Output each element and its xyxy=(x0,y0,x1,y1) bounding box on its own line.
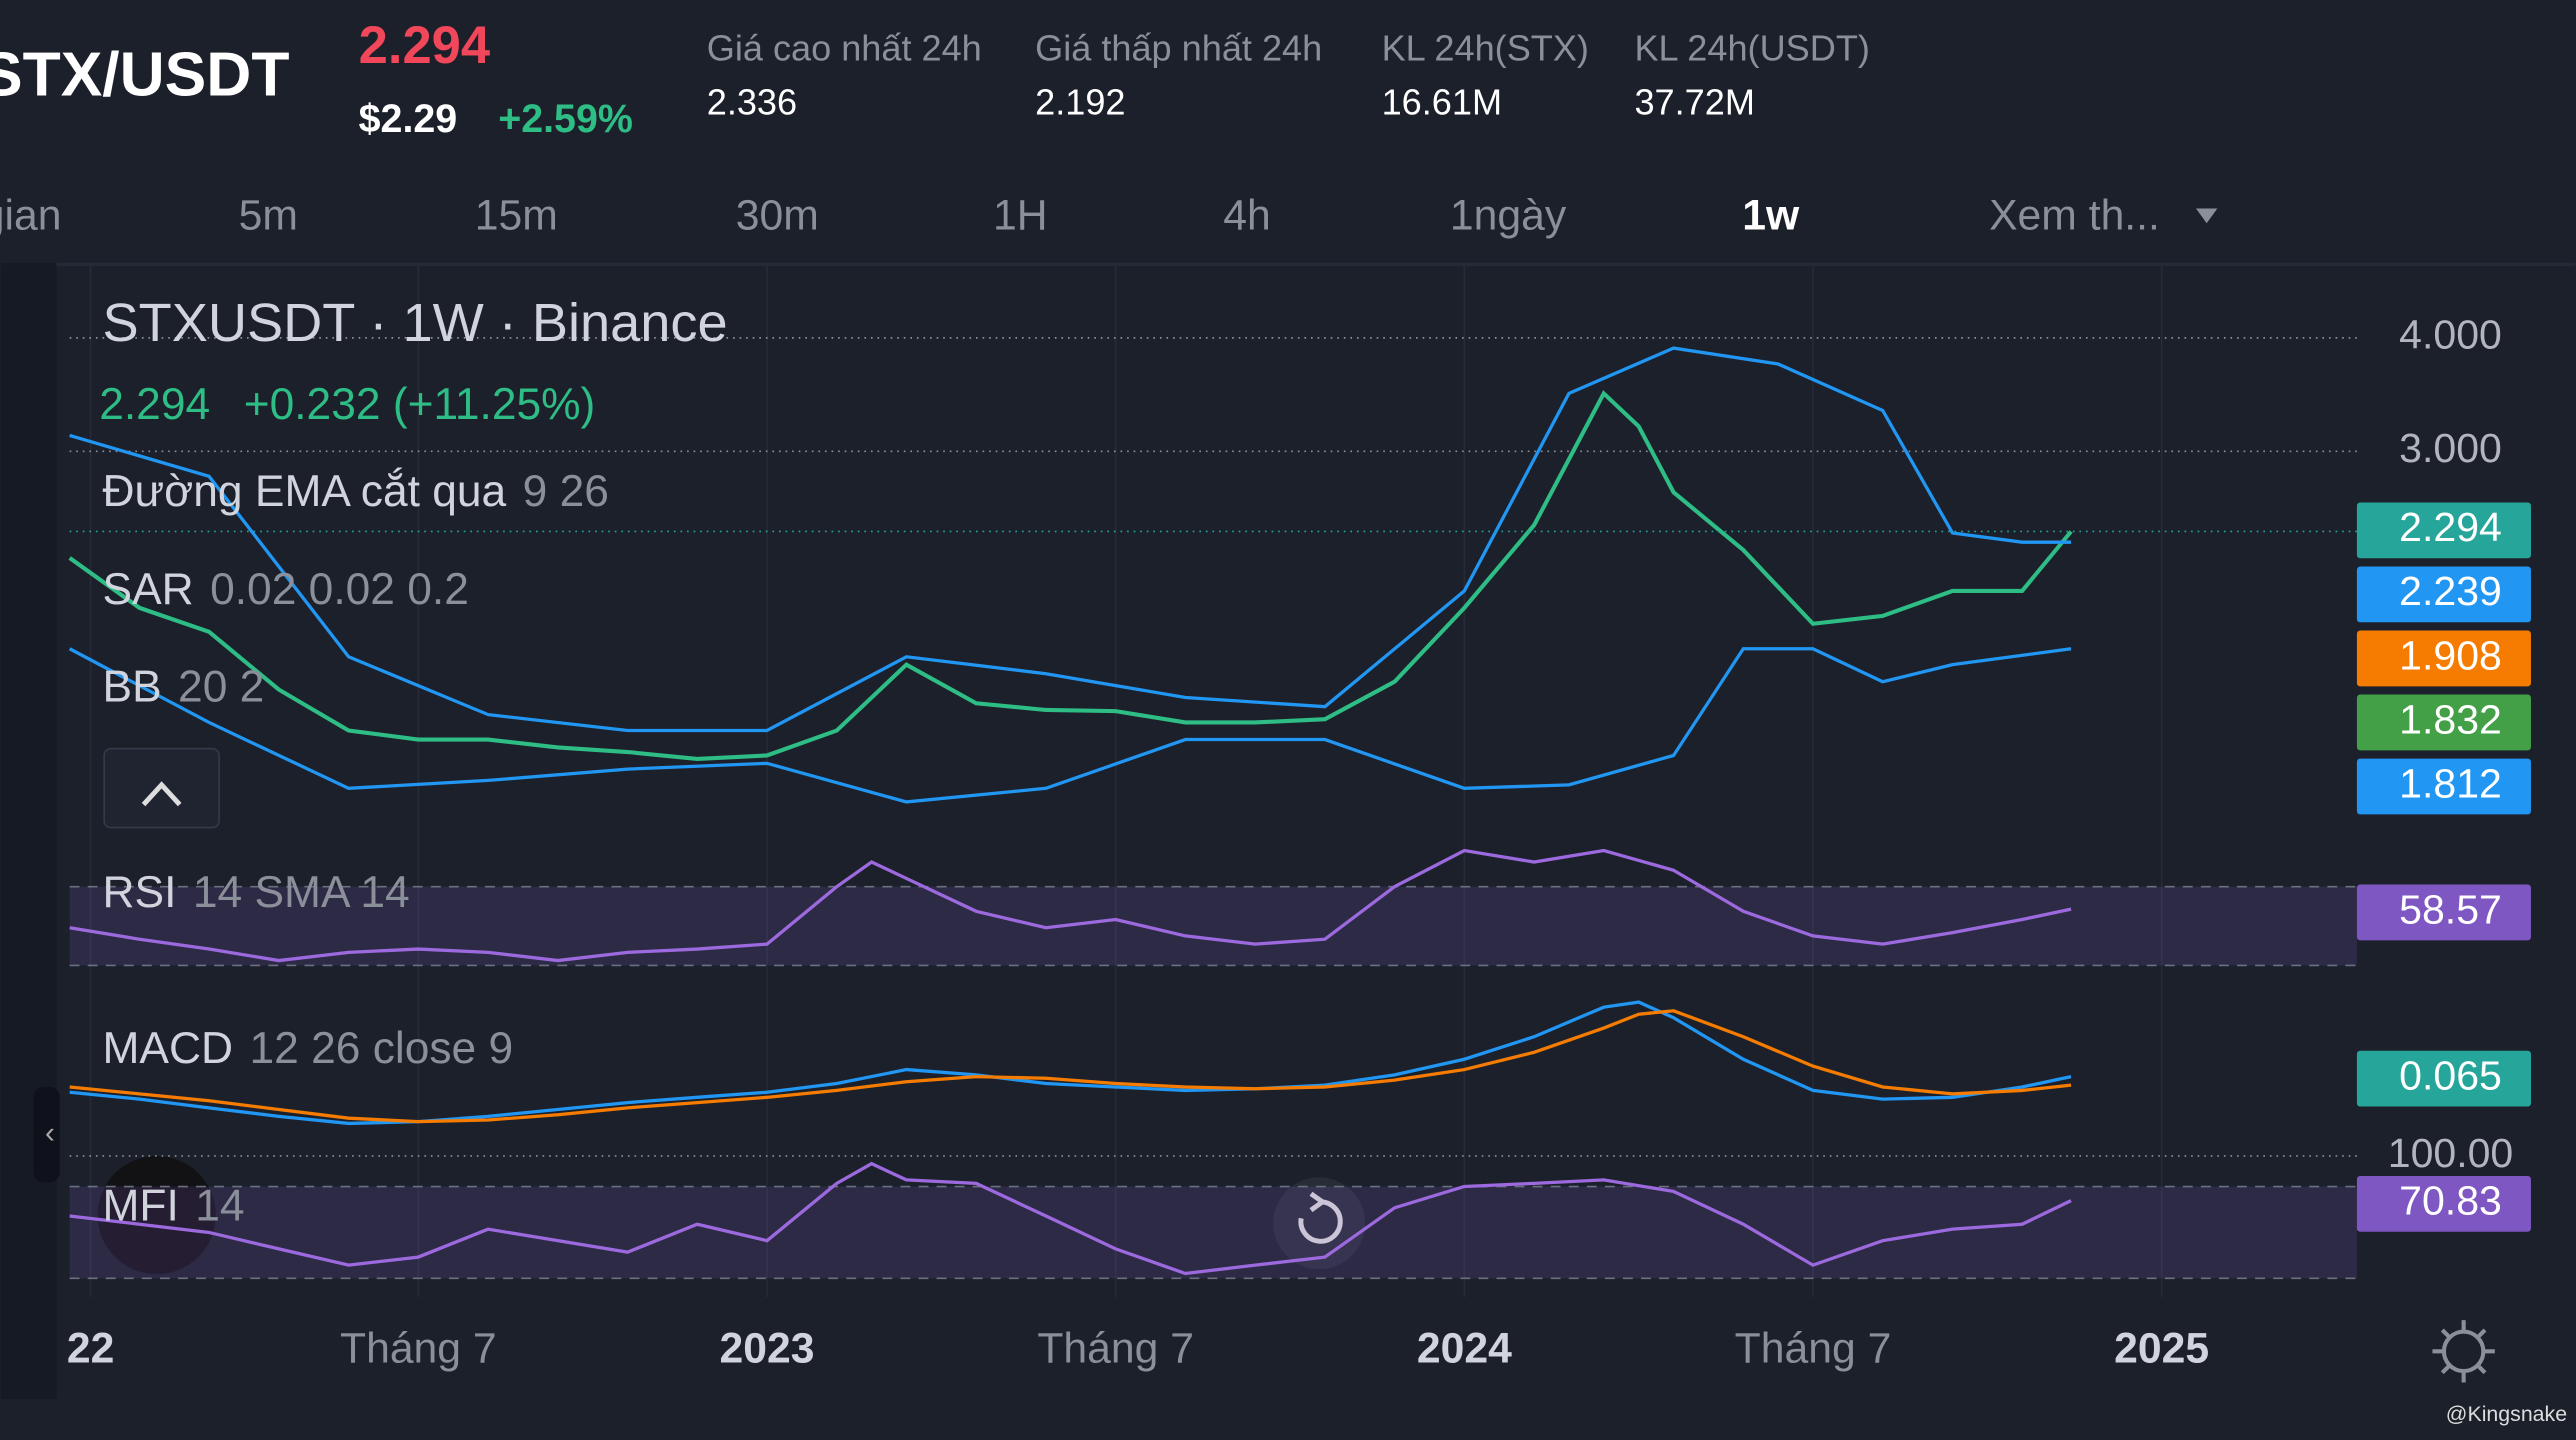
pair: STX/USDT xyxy=(0,40,289,109)
timeframe-tab[interactable]: 30m xyxy=(736,192,819,240)
pane-params: 12 26 close 9 xyxy=(249,1024,513,1073)
series-line xyxy=(68,390,2073,761)
pane-badge-label: 58.57 xyxy=(2399,886,2502,932)
chart-title: STXUSDT · 1W · Binance xyxy=(103,293,728,353)
avatar[interactable] xyxy=(97,1155,216,1275)
stat-value: 37.72M xyxy=(1634,82,1754,123)
legend-change: +0.232 (+11.25%) xyxy=(244,380,596,429)
change: +2.59% xyxy=(498,97,633,141)
band-fill xyxy=(69,1186,2357,1279)
timeframe-tab[interactable]: 1ngày xyxy=(1450,192,1567,240)
collapse-arrow[interactable]: ‹ xyxy=(45,1116,55,1149)
reset-icon-arrow xyxy=(1309,1191,1327,1213)
series-line xyxy=(69,346,2072,733)
dropdown-arrow[interactable] xyxy=(2196,208,2218,224)
pane-badge-label: 70.83 xyxy=(2399,1178,2502,1224)
pane-legend: MFI 14 xyxy=(103,1181,245,1230)
y-tick-label: 4.000 xyxy=(2399,312,2502,358)
series-line xyxy=(68,647,2072,804)
timeframe-tab[interactable]: 4h xyxy=(1223,192,1270,240)
pane-params: 14 SMA 14 xyxy=(193,868,410,917)
settings-icon-teeth xyxy=(2432,1320,2495,1383)
stat-label: KL 24h(STX) xyxy=(1382,27,1589,68)
last-price: 2.294 xyxy=(359,16,490,75)
usd-price: $2.29 xyxy=(359,97,458,141)
indicator-legend: Đường EMA cắt qua 9 26 xyxy=(103,467,609,516)
indicator-params: 20 2 xyxy=(178,662,264,711)
legend-price: 2.294 xyxy=(99,380,210,429)
timeframe-tab[interactable]: 1H xyxy=(993,192,1048,240)
price-badge-label: 1.832 xyxy=(2399,696,2502,742)
timeframe-tab[interactable]: 5m xyxy=(239,192,298,240)
chevron-up xyxy=(141,781,182,807)
pane-title: MFI xyxy=(103,1181,179,1230)
price-badge xyxy=(2356,502,2531,559)
series-line xyxy=(69,1009,2072,1124)
x-tick-label: Tháng 7 xyxy=(1037,1325,1194,1373)
pane-params: 14 xyxy=(195,1181,244,1230)
indicator-params: 9 26 xyxy=(523,467,609,516)
pane-legend: RSI 14 SMA 14 xyxy=(103,868,410,917)
pane-badge-label: 0.065 xyxy=(2399,1052,2502,1098)
pane-legend: MACD 12 26 close 9 xyxy=(103,1024,514,1073)
stat-label: Giá thấp nhất 24h xyxy=(1035,27,1322,68)
price-badge-label: 1.908 xyxy=(2399,632,2502,678)
indicator-params: 0.02 0.02 0.2 xyxy=(210,565,469,614)
timeframe-tab[interactable]: 1w xyxy=(1742,192,1800,240)
price-badge xyxy=(2356,630,2531,687)
indicator-name: SAR xyxy=(103,565,194,614)
left-strip xyxy=(0,262,57,1399)
timeframe-tab[interactable]: Xem th... xyxy=(1989,192,2160,240)
pane-badge xyxy=(2356,1050,2531,1107)
pane-badge xyxy=(2356,1175,2531,1232)
indicator-legend: SAR 0.02 0.02 0.2 xyxy=(103,565,469,614)
x-tick-label: Tháng 7 xyxy=(340,1325,497,1373)
timeframe-tab[interactable]: 15m xyxy=(475,192,558,240)
x-tick-label: 2023 xyxy=(720,1325,815,1373)
x-tick-label: 2024 xyxy=(1417,1325,1512,1373)
stat-value: 2.192 xyxy=(1035,82,1125,123)
stat-value: 16.61M xyxy=(1382,82,1502,123)
x-tick-label: 22 xyxy=(67,1325,114,1373)
series-line xyxy=(69,1161,2072,1276)
pane-title: MACD xyxy=(103,1024,234,1073)
price-badge-label: 1.812 xyxy=(2399,760,2502,806)
series-line xyxy=(69,848,2072,963)
band-fill xyxy=(69,886,2357,966)
collapse-handle[interactable] xyxy=(33,1086,60,1183)
watermark: @Kingsnake xyxy=(2446,1402,2567,1426)
indicator-legend: BB 20 2 xyxy=(103,662,265,711)
stat-label: Giá cao nhất 24h xyxy=(707,27,982,68)
timeframe-tab[interactable]: Thời gian xyxy=(0,192,61,240)
price-badge-label: 2.294 xyxy=(2399,504,2502,550)
divider xyxy=(0,262,2576,266)
price-badge xyxy=(2356,566,2531,623)
pane-title: RSI xyxy=(103,868,177,917)
indicator-name: Đường EMA cắt qua xyxy=(103,467,507,516)
price-badge-label: 2.239 xyxy=(2399,568,2502,614)
pane-badge xyxy=(2356,884,2531,941)
reset-icon xyxy=(1298,1199,1343,1244)
x-tick-label: 2025 xyxy=(2114,1325,2209,1373)
settings-icon[interactable] xyxy=(2441,1329,2486,1374)
x-tick-label: Tháng 7 xyxy=(1735,1325,1892,1373)
price-badge xyxy=(2356,758,2531,815)
y-tick-label: 3.000 xyxy=(2399,425,2502,471)
y-tick-label: 100.00 xyxy=(2388,1130,2514,1176)
stat-value: 2.336 xyxy=(707,82,797,123)
price-badge xyxy=(2356,694,2531,751)
indicator-name: BB xyxy=(103,662,162,711)
stat-label: KL 24h(USDT) xyxy=(1634,27,1869,68)
